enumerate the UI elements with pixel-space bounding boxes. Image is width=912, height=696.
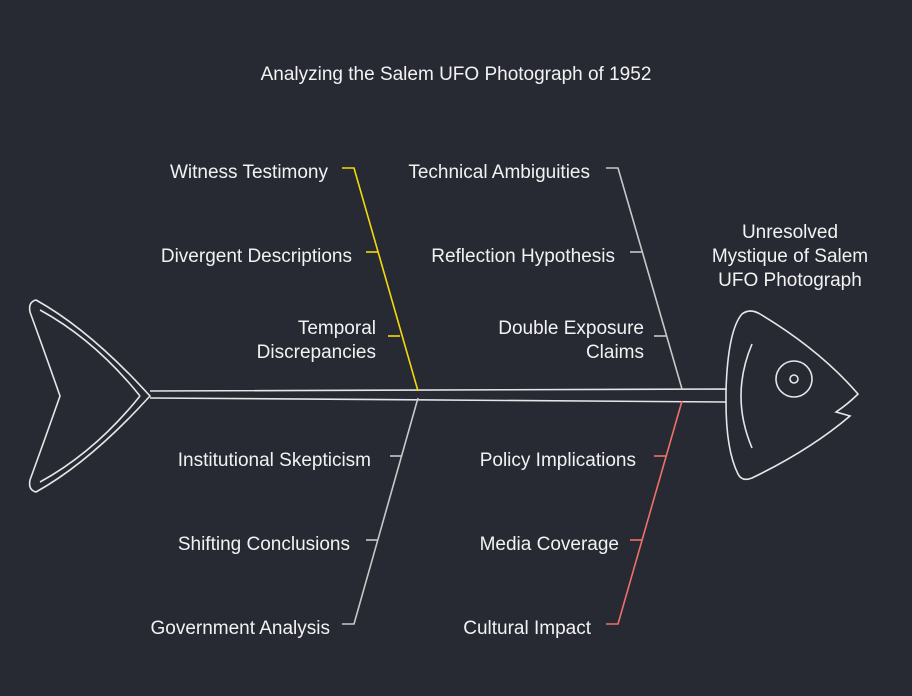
cause-government-analysis: Government Analysis <box>150 618 330 639</box>
cause-double-exposure-claims-line-2: Claims <box>585 342 644 363</box>
branch-top-left <box>342 167 419 392</box>
effect-label: Unresolved Mystique of Salem UFO Photogr… <box>690 221 890 293</box>
branch-bottom-right <box>606 400 683 625</box>
branch-top-right <box>606 167 683 390</box>
cause-double-exposure-claims-line-1: Double Exposure <box>498 318 644 339</box>
cause-shifting-conclusions: Shifting Conclusions <box>177 534 350 555</box>
cause-technical-ambiguities: Technical Ambiguities <box>408 162 590 183</box>
cause-temporal-discrepancies: Temporal Discrepancies <box>257 317 376 365</box>
cause-cultural-impact: Cultural Impact <box>463 618 591 639</box>
fish-eye <box>775 360 813 398</box>
effect-label-line-3: UFO Photograph <box>718 270 862 291</box>
fish-head <box>725 310 860 481</box>
fish-spine <box>149 388 727 403</box>
effect-label-line-2: Mystique of Salem <box>711 246 869 267</box>
fish-pupil <box>789 374 799 384</box>
fish-gill <box>740 343 753 449</box>
branch-bottom-left <box>342 397 419 625</box>
fish-tail <box>28 299 152 493</box>
cause-media-coverage: Media Coverage <box>479 534 619 555</box>
cause-divergent-descriptions: Divergent Descriptions <box>160 246 352 267</box>
cause-institutional-skepticism: Institutional Skepticism <box>177 450 371 471</box>
cause-reflection-hypothesis: Reflection Hypothesis <box>431 246 615 267</box>
cause-double-exposure-claims: Double Exposure Claims <box>498 317 644 365</box>
cause-temporal-discrepancies-line-2: Discrepancies <box>256 342 376 363</box>
effect-label-line-1: Unresolved <box>741 222 839 243</box>
cause-policy-implications: Policy Implications <box>479 450 636 471</box>
cause-temporal-discrepancies-line-1: Temporal <box>297 318 376 339</box>
cause-witness-testimony: Witness Testimony <box>169 162 328 183</box>
fish-tail-inner <box>39 309 141 483</box>
diagram-title: Analyzing the Salem UFO Photograph of 19… <box>260 64 652 85</box>
